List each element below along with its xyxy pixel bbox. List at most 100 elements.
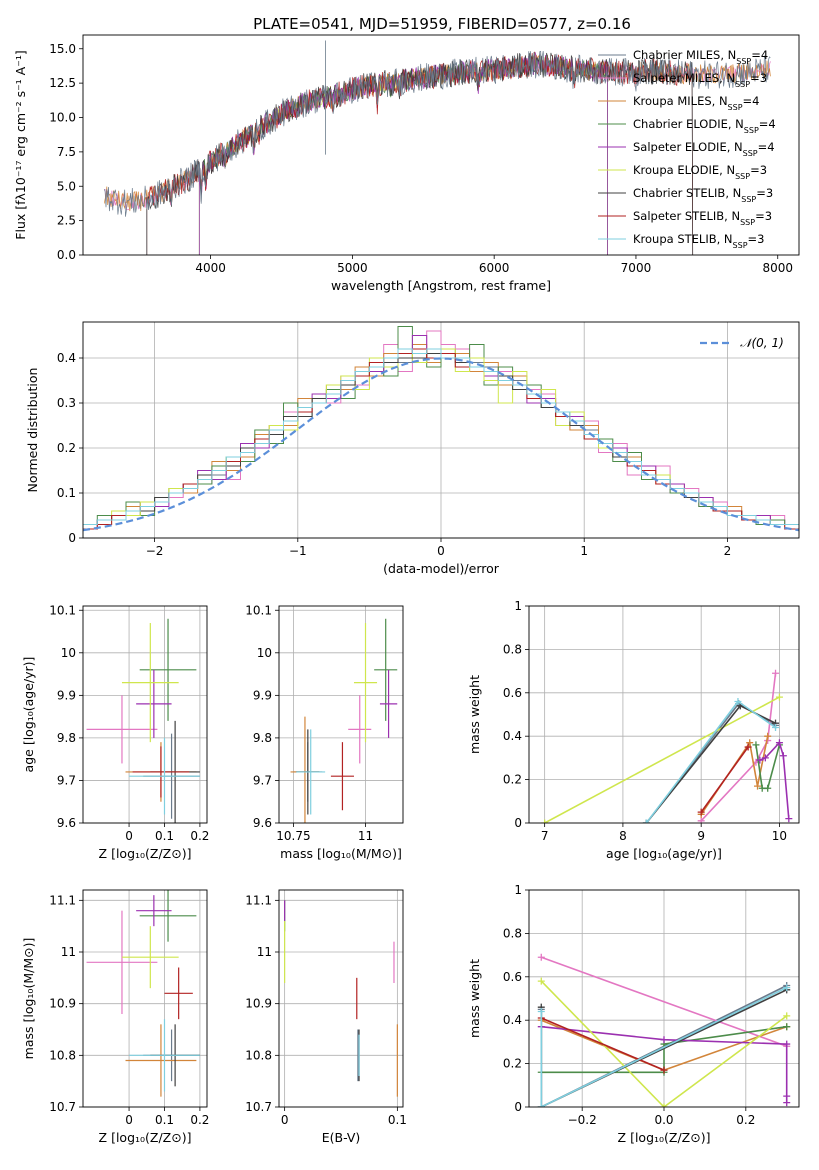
x-tick-label: 0.2 — [736, 1113, 755, 1127]
legend-count: =3 — [756, 186, 773, 200]
errorbar-salpeter-stelib — [164, 967, 193, 1020]
y-tick-label: 1 — [514, 883, 522, 897]
legend-subscript: SSP — [744, 126, 759, 135]
plot-area — [103, 40, 771, 255]
plot-area — [83, 326, 799, 538]
weight-marker — [660, 1066, 668, 1074]
legend-label-chabrier-elodie: Chabrier ELODIE, NSSP=4 — [633, 117, 776, 135]
y-axis-label: Flux [fλ10⁻¹⁷ erg cm⁻² s⁻¹ A⁻¹] — [13, 50, 28, 239]
y-tick-label: 11 — [61, 945, 76, 959]
y-axis-label: mass [log₁₀(M/M⊙)] — [21, 938, 36, 1060]
legend-label-normal: 𝒩(0, 1) — [740, 336, 784, 350]
legend-subscript: SSP — [728, 103, 743, 112]
plot-area — [86, 890, 200, 1097]
y-tick-label: 0.1 — [57, 486, 76, 500]
x-axis-label: wavelength [Angstrom, rest frame] — [331, 278, 551, 293]
legend: Chabrier MILES, NSSP=4 Salpeter MILES, NS… — [598, 48, 776, 250]
errorbar-chabrier-elodie — [374, 618, 398, 721]
panel-age-vs-Z: 0 0.1 0.2 9.6 9.7 9.8 9.9 10 10.1 Z [log₁₀(Z/Z⊙)]… — [21, 603, 209, 861]
legend-subscript: SSP — [743, 149, 758, 158]
legend-count: =3 — [750, 163, 767, 177]
weight-marker — [746, 739, 754, 747]
weight-marker — [783, 1012, 791, 1020]
x-tick-label: 10 — [772, 829, 787, 843]
errorbar-chabrier-elodie — [139, 618, 197, 721]
weight-line-kroupa-elodie — [540, 980, 788, 1107]
ticks: 0 0.1 0.2 10.7 10.8 10.9 11 11.1 — [49, 890, 209, 1127]
legend-count: =3 — [750, 71, 767, 85]
ticks: 0 0.1 0.2 9.6 9.7 9.8 9.9 10 10.1 — [49, 603, 209, 843]
weight-marker — [660, 1036, 668, 1044]
panel-mass-weight-vs-Z: −0.2 0.0 0.2 0 0.2 0.4 0.6 0.8 1 Z [log₁₀(Z/Z⊙)] m… — [467, 883, 800, 1145]
y-tick-label: 10.8 — [49, 1048, 76, 1062]
plot-area — [541, 669, 793, 823]
weight-marker — [541, 819, 549, 823]
x-tick-label: 0 — [437, 544, 445, 558]
legend-label-chabrier-stelib: Chabrier STELIB, NSSP=3 — [633, 186, 773, 204]
x-tick-label: 0.2 — [190, 1113, 209, 1127]
weight-marker — [772, 669, 780, 677]
x-axis-label: age [log₁₀(age/yr)] — [606, 846, 722, 861]
weight-line-kroupa-stelib — [540, 986, 788, 1107]
errorbar-kroupa-elodie — [121, 623, 179, 743]
x-tick-label: 9 — [697, 829, 705, 843]
weight-marker — [775, 693, 783, 701]
weight-marker — [761, 754, 769, 762]
panel-spectrum: 4000 5000 6000 7000 8000 0.0 2.5 5.0 7.5 10.0 12.5… — [13, 34, 800, 293]
x-tick-label: 0.1 — [155, 829, 174, 843]
legend-count: =4 — [758, 140, 775, 154]
ticks: 7 8 9 10 0 0.2 0.4 0.6 0.8 1 — [503, 599, 799, 843]
weight-marker — [537, 953, 545, 961]
errorbar-salpeter-miles — [348, 695, 372, 764]
legend-count: =3 — [755, 209, 772, 223]
y-tick-label: 11.1 — [245, 893, 272, 907]
errorbar-kroupa-elodie — [121, 926, 179, 989]
figure-title: PLATE=0541, MJD=51959, FIBERID=0577, z=0… — [253, 15, 631, 33]
panel-mass-vs-Z: 0 0.1 0.2 10.7 10.8 10.9 11 11.1 Z [log₁₀(Z/Z⊙)]… — [21, 889, 209, 1145]
x-tick-label: −1 — [289, 544, 307, 558]
legend: 𝒩(0, 1) — [700, 336, 784, 350]
x-tick-label: 4000 — [195, 261, 226, 275]
y-tick-label: 0.4 — [57, 351, 76, 365]
y-tick-label: 9.9 — [57, 688, 76, 702]
x-axis-label: Z [log₁₀(Z/Z⊙)] — [99, 1130, 192, 1145]
weight-line-salpeter-miles — [700, 673, 777, 822]
errorbar-kroupa-stelib — [296, 729, 326, 815]
axes-frame — [528, 605, 800, 824]
y-axis-label: Normed distribution — [25, 368, 40, 493]
x-tick-label: 0.1 — [155, 1113, 174, 1127]
y-axis-label: age [log₁₀(age/yr)] — [21, 657, 36, 773]
legend-count: =3 — [748, 232, 765, 246]
y-tick-label: 0.2 — [503, 773, 522, 787]
weight-marker — [754, 782, 762, 790]
x-tick-label: 2 — [724, 544, 732, 558]
weight-marker — [783, 1023, 791, 1031]
weight-marker — [537, 1008, 545, 1016]
weight-marker — [785, 815, 793, 823]
weight-marker — [734, 697, 742, 705]
axes-frame — [82, 34, 800, 256]
panel-residuals: −2 −1 0 1 2 0 0.1 0.2 0.3 0.4 (data-model)/error No… — [25, 321, 800, 576]
weight-line-kroupa-miles — [700, 736, 769, 815]
weight-marker — [537, 977, 545, 985]
weight-line-salpeter-stelib — [700, 746, 749, 813]
legend-label-kroupa-stelib: Kroupa STELIB, NSSP=3 — [633, 232, 764, 250]
weight-marker — [783, 1040, 791, 1048]
normal-curve — [83, 357, 799, 532]
weight-line-chabrier-elodie — [755, 744, 781, 790]
x-tick-label: 0 — [281, 1113, 289, 1127]
panel-mass-vs-EBV: 0 0.1 10.7 10.8 10.9 11 11.1 E(B-V) — [245, 889, 407, 1145]
x-tick-label: 0.0 — [654, 1113, 673, 1127]
axes-frame — [278, 605, 404, 824]
histogram-kroupa-stelib — [83, 348, 799, 538]
x-tick-label: 6000 — [479, 261, 510, 275]
errorbar-kroupa-stelib — [129, 737, 200, 815]
ticks: 4000 5000 6000 7000 8000 0.0 2.5 5.0 7.5 10.0 12.5… — [49, 42, 793, 275]
y-tick-label: 9.7 — [57, 773, 76, 787]
y-tick-label: 2.5 — [57, 214, 76, 228]
legend-label-salpeter-elodie: Salpeter ELODIE, NSSP=4 — [633, 140, 775, 158]
y-tick-label: 0.8 — [503, 926, 522, 940]
x-tick-label: 0.1 — [388, 1113, 407, 1127]
ticks: 10.75 11 9.6 9.7 9.8 9.9 10 10.1 — [245, 603, 403, 843]
legend-label-salpeter-miles: Salpeter MILES, NSSP=3 — [633, 71, 767, 89]
